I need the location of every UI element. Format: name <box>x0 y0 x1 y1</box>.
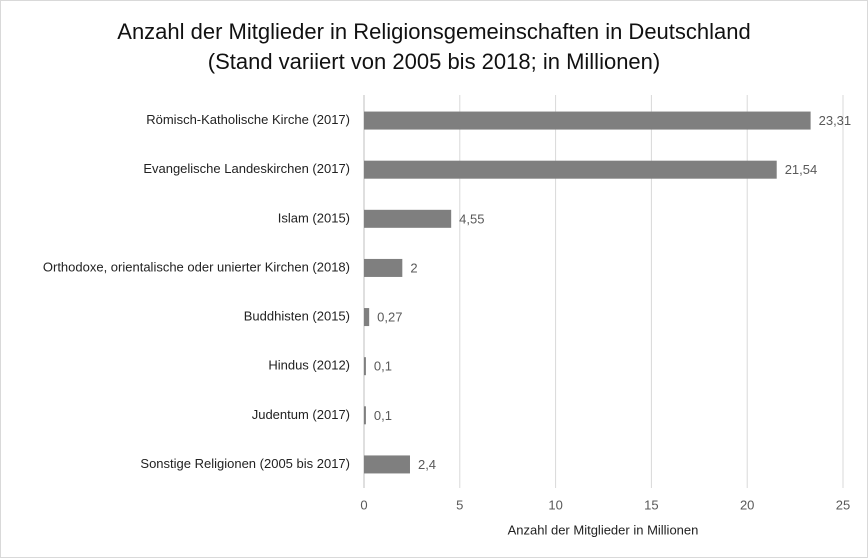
chart-title: Anzahl der Mitglieder in Religionsgemein… <box>117 19 750 44</box>
bar <box>364 258 403 277</box>
value-label: 0,1 <box>374 359 392 374</box>
value-label: 0,1 <box>374 408 392 423</box>
chart-subtitle: (Stand variiert von 2005 bis 2018; in Mi… <box>208 49 660 74</box>
x-tick-label: 5 <box>456 497 463 512</box>
y-tick-label: Sonstige Religionen (2005 bis 2017) <box>140 456 350 471</box>
value-label: 0,27 <box>377 310 402 325</box>
y-tick-label: Judentum (2017) <box>252 407 350 422</box>
y-tick-label: Römisch-Katholische Kirche (2017) <box>146 112 350 127</box>
x-tick-label: 0 <box>360 497 367 512</box>
value-label: 2 <box>410 260 417 275</box>
y-tick-label: Buddhisten (2015) <box>244 309 350 324</box>
bar <box>364 111 811 130</box>
bar <box>364 455 410 474</box>
bar <box>364 357 366 376</box>
y-tick-label: Evangelische Landeskirchen (2017) <box>143 161 350 176</box>
bar <box>364 308 370 327</box>
value-label: 2,4 <box>418 457 436 472</box>
value-label: 21,54 <box>785 162 818 177</box>
x-tick-label: 20 <box>740 497 754 512</box>
y-tick-label: Islam (2015) <box>278 210 350 225</box>
x-tick-label: 10 <box>548 497 562 512</box>
x-tick-label: 15 <box>644 497 658 512</box>
x-axis-title: Anzahl der Mitglieder in Millionen <box>508 522 699 537</box>
y-tick-label: Hindus (2012) <box>268 358 350 373</box>
value-label: 23,31 <box>819 113 852 128</box>
y-tick-label: Orthodoxe, orientalische oder unierter K… <box>43 259 350 274</box>
bar <box>364 160 777 179</box>
value-label: 4,55 <box>459 211 484 226</box>
bar <box>364 406 366 425</box>
x-tick-label: 25 <box>836 497 850 512</box>
bar <box>364 209 452 228</box>
